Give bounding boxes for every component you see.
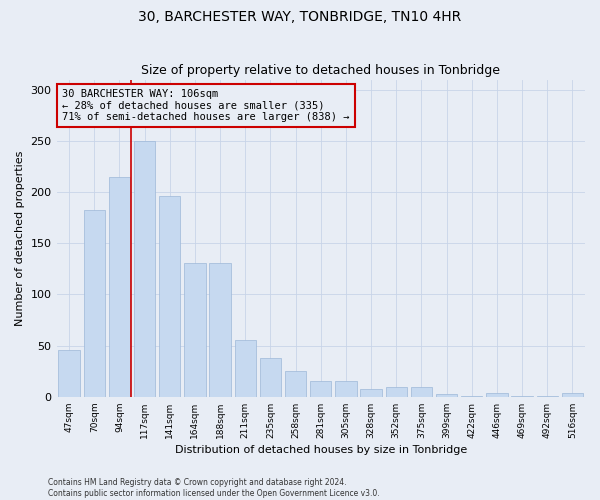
- Y-axis label: Number of detached properties: Number of detached properties: [15, 150, 25, 326]
- Title: Size of property relative to detached houses in Tonbridge: Size of property relative to detached ho…: [141, 64, 500, 77]
- Text: Contains HM Land Registry data © Crown copyright and database right 2024.
Contai: Contains HM Land Registry data © Crown c…: [48, 478, 380, 498]
- Bar: [184, 262, 206, 397]
- Bar: [260, 358, 281, 397]
- Bar: [109, 177, 130, 397]
- Bar: [134, 141, 155, 397]
- Bar: [486, 392, 508, 397]
- Text: 30, BARCHESTER WAY, TONBRIDGE, TN10 4HR: 30, BARCHESTER WAY, TONBRIDGE, TN10 4HR: [139, 10, 461, 24]
- Bar: [335, 382, 356, 397]
- Bar: [58, 350, 80, 397]
- Bar: [310, 382, 331, 397]
- Bar: [562, 392, 583, 397]
- Text: 30 BARCHESTER WAY: 106sqm
← 28% of detached houses are smaller (335)
71% of semi: 30 BARCHESTER WAY: 106sqm ← 28% of detac…: [62, 89, 349, 122]
- Bar: [536, 396, 558, 397]
- Bar: [285, 371, 307, 397]
- Bar: [235, 340, 256, 397]
- Bar: [461, 396, 482, 397]
- Bar: [361, 388, 382, 397]
- Bar: [159, 196, 181, 397]
- Bar: [411, 386, 432, 397]
- X-axis label: Distribution of detached houses by size in Tonbridge: Distribution of detached houses by size …: [175, 445, 467, 455]
- Bar: [511, 396, 533, 397]
- Bar: [386, 386, 407, 397]
- Bar: [436, 394, 457, 397]
- Bar: [209, 262, 231, 397]
- Bar: [83, 210, 105, 397]
